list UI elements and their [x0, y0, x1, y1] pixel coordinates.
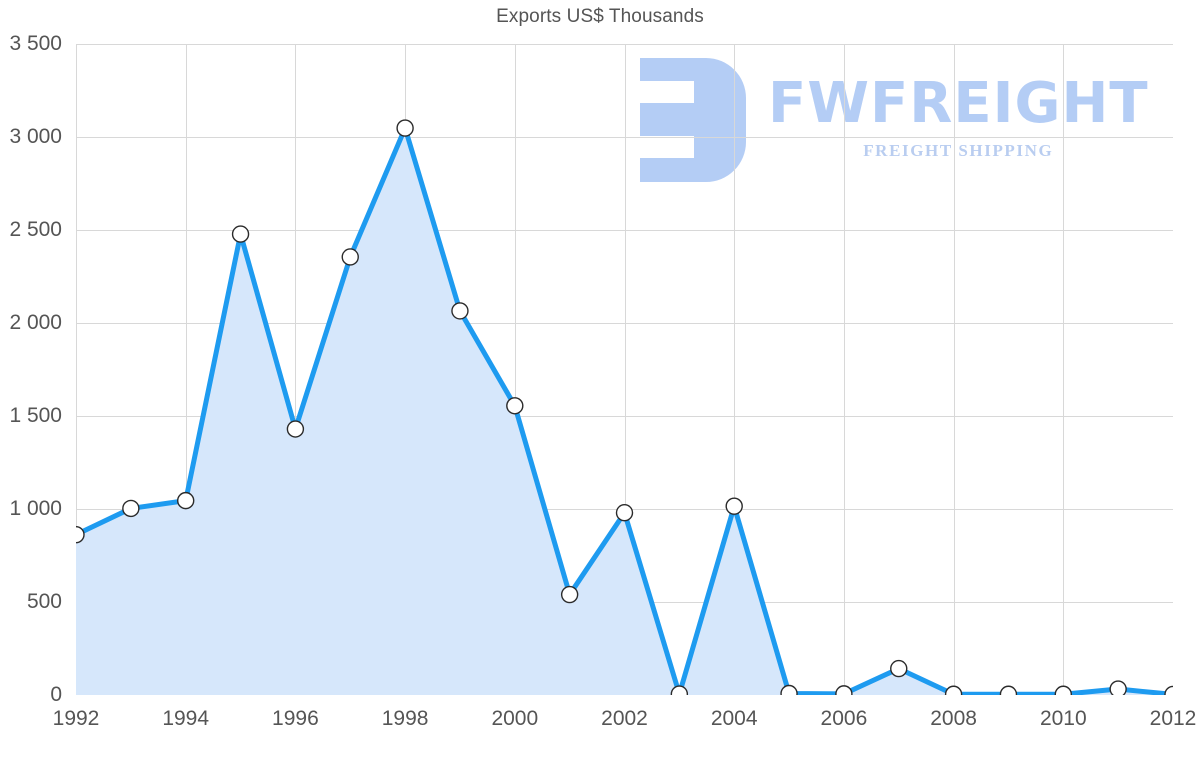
plot-area — [76, 44, 1173, 695]
data-point-marker[interactable] — [1109, 680, 1127, 695]
x-axis-tick-label: 2008 — [930, 707, 977, 730]
data-point-marker[interactable] — [670, 685, 689, 695]
x-axis-tick-label: 1998 — [381, 707, 429, 730]
x-axis-tick-label: 2004 — [710, 707, 758, 730]
x-axis-tick-label: 2010 — [1039, 707, 1087, 730]
data-point-marker[interactable] — [231, 225, 250, 243]
data-point-marker[interactable] — [506, 397, 524, 415]
data-point-marker[interactable] — [890, 659, 908, 678]
data-point-marker[interactable] — [122, 499, 140, 518]
x-axis-tick-label: 2006 — [820, 707, 868, 730]
x-axis-tick-label: 2002 — [601, 707, 648, 730]
area-fill — [76, 128, 1173, 695]
data-point-marker[interactable] — [286, 420, 305, 438]
chart-title: Exports US$ Thousands — [496, 6, 704, 27]
data-point-marker[interactable] — [1164, 685, 1173, 695]
x-axis-tick-label: 2000 — [491, 707, 539, 730]
y-axis-tick-label: 3 000 — [9, 125, 62, 148]
y-axis-tick-label: 2 500 — [9, 218, 62, 241]
data-point-marker[interactable] — [76, 525, 85, 544]
x-axis-tick-label: 2012 — [1149, 707, 1197, 730]
y-axis-tick-label: 0 — [50, 683, 62, 706]
data-point-marker[interactable] — [1054, 685, 1072, 695]
y-axis-tick-label: 2 000 — [9, 311, 62, 334]
chart-svg — [76, 44, 1173, 695]
data-point-marker[interactable] — [835, 685, 853, 695]
y-axis-tick-label: 3 500 — [9, 32, 62, 55]
x-axis-tick-label: 1992 — [52, 707, 100, 730]
x-axis-tick-label: 1994 — [162, 707, 210, 730]
data-point-marker[interactable] — [176, 491, 195, 510]
x-axis-tick-label: 1996 — [272, 707, 319, 730]
data-point-marker[interactable] — [615, 504, 634, 522]
data-point-marker[interactable] — [560, 585, 579, 604]
y-axis-tick-label: 1 000 — [9, 497, 62, 520]
data-point-marker[interactable] — [999, 685, 1018, 695]
y-axis-tick-label: 1 500 — [9, 404, 62, 427]
data-point-marker[interactable] — [725, 497, 743, 515]
data-point-marker[interactable] — [451, 302, 469, 320]
data-point-marker[interactable] — [396, 119, 414, 137]
data-point-marker[interactable] — [944, 685, 963, 695]
y-axis-tick-label: 500 — [26, 590, 62, 613]
data-point-marker[interactable] — [780, 684, 798, 695]
data-point-marker[interactable] — [341, 248, 359, 266]
data-point-markers — [76, 119, 1173, 695]
